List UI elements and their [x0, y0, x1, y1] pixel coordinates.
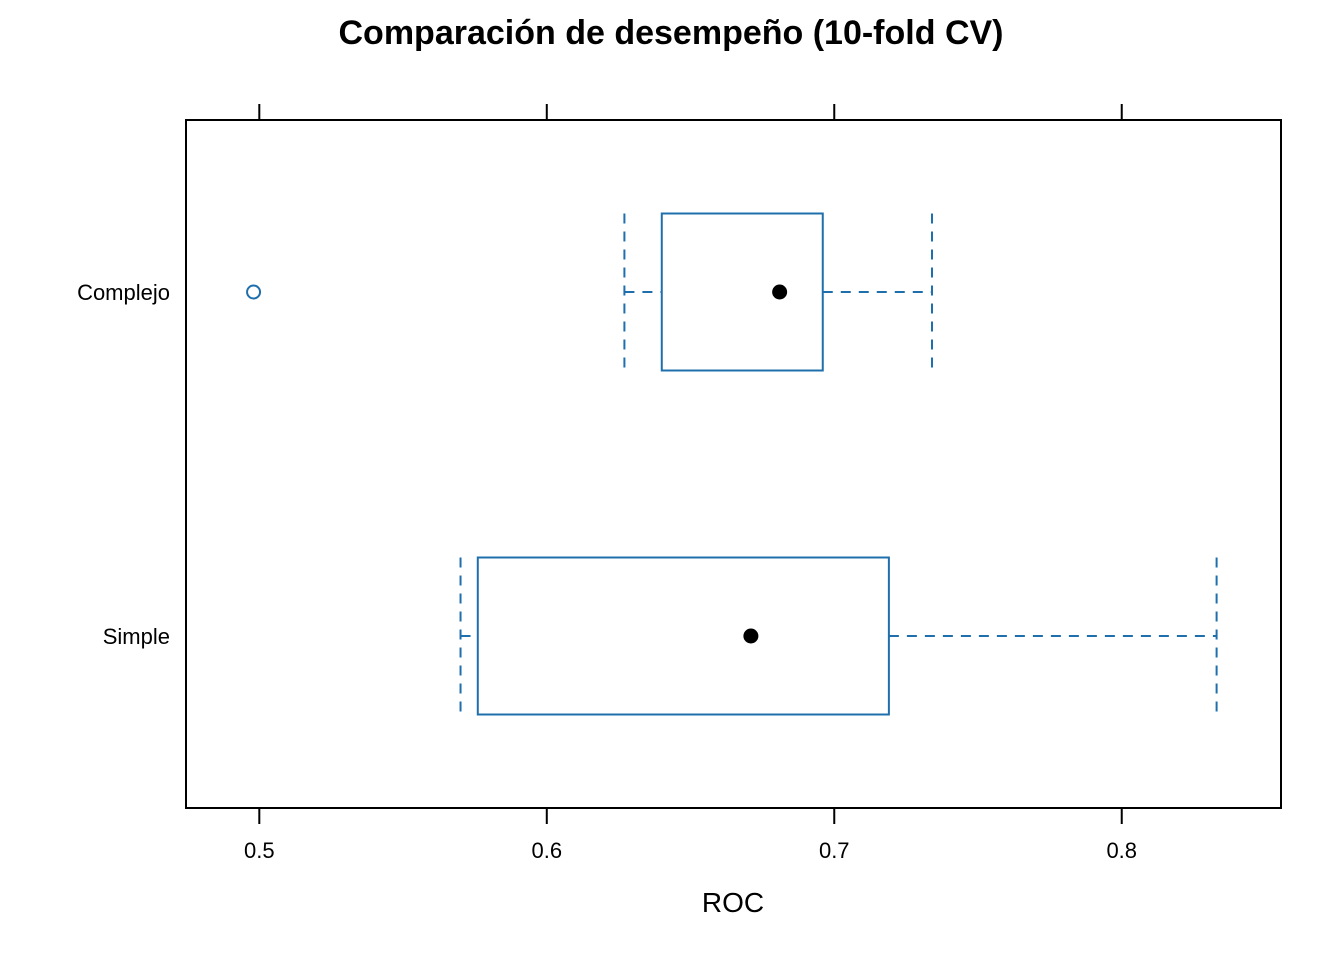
outlier-point — [246, 284, 262, 300]
box-iqr — [660, 212, 824, 372]
axis-ticks: 0.5 0.6 0.7 0.8 — [244, 104, 1137, 863]
boxplots — [246, 212, 1218, 716]
chart-title: Comparación de desempeño (10-fold CV) — [339, 14, 1004, 52]
boxplot-complejo — [246, 212, 934, 372]
box-iqr — [476, 556, 890, 716]
category-label: Complejo — [77, 280, 170, 305]
median-dot — [743, 628, 759, 644]
x-tick-label: 0.5 — [244, 838, 275, 863]
boxplot-simple — [459, 556, 1218, 716]
plot-frame — [185, 119, 1282, 809]
x-tick-label: 0.6 — [531, 838, 562, 863]
x-axis-label: ROC — [702, 887, 764, 918]
category-labels: Complejo Simple — [77, 280, 170, 649]
x-tick-label: 0.7 — [819, 838, 850, 863]
category-label: Simple — [103, 624, 170, 649]
x-tick-label: 0.8 — [1106, 838, 1137, 863]
median-dot — [772, 284, 788, 300]
